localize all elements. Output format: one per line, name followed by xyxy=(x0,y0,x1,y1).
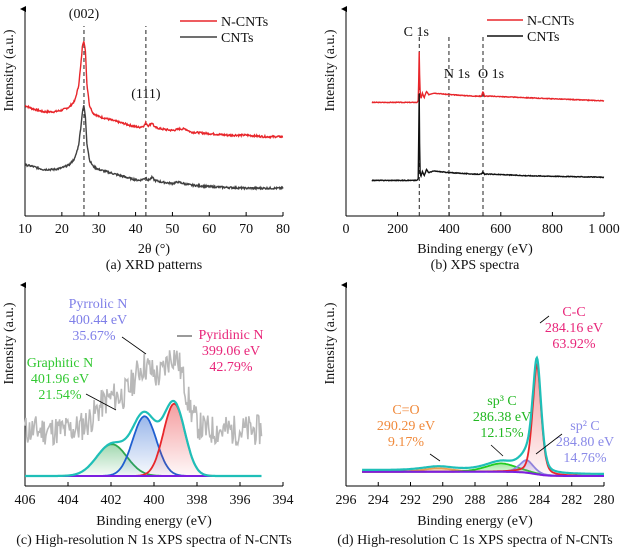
x-tick-label: 288 xyxy=(465,493,486,508)
raw-data-line xyxy=(24,350,263,447)
x-tick-label: 398 xyxy=(187,493,208,508)
legend-label: N-CNTs xyxy=(527,14,574,29)
x-tick-label: 400 xyxy=(439,222,460,237)
series-line-cnts xyxy=(371,93,605,182)
component-label: Pyridinic N xyxy=(199,328,264,343)
x-tick-label: 286 xyxy=(497,493,518,508)
panel-xrd-patterns: 10 20 30 40 50 60 70 80 Intensity (a.u.) 2θ (°)(a… xyxy=(2,6,290,273)
legend-label: N-CNTs xyxy=(221,15,268,30)
legend-label: CNTs xyxy=(527,30,559,45)
x-tick-label: 394 xyxy=(273,493,294,508)
label-leader-line xyxy=(85,393,117,411)
component-fill-sp3-c xyxy=(362,463,604,476)
x-tick-label: 70 xyxy=(239,222,253,237)
label-leader-line xyxy=(429,453,441,462)
x-tick-label: 40 xyxy=(129,222,143,237)
x-tick-label: 800 xyxy=(542,222,563,237)
x-tick-label: 402 xyxy=(101,493,122,508)
x-axis-label: 2θ (°) xyxy=(138,242,170,257)
envelope-line xyxy=(25,399,262,478)
component-label: 400.44 eV xyxy=(69,313,127,328)
panel-caption: (d) High-resolution C 1s XPS spectra of … xyxy=(337,533,613,548)
x-tick-label: 10 xyxy=(18,222,32,237)
x-tick-label: 280 xyxy=(594,493,615,508)
component-label: 42.79% xyxy=(209,360,253,375)
panel-caption: (b) XPS spectra xyxy=(431,258,520,273)
peak-annotation: (002) xyxy=(69,7,100,22)
peak-annotation: N 1s xyxy=(444,67,470,82)
x-tick-label: 400 xyxy=(144,493,165,508)
label-leader-line xyxy=(539,315,550,324)
y-axis-label: Intensity (a.u.) xyxy=(2,29,17,111)
panel-caption: (a) XRD patterns xyxy=(106,258,202,273)
panel-xps-spectra: 0 200 400 600 800 1 000 Intensity (a.u.) Bindin… xyxy=(323,6,620,273)
component-label: 63.92% xyxy=(552,337,596,352)
series-line-n-cnts xyxy=(24,41,284,140)
peak-annotation: (111) xyxy=(131,87,161,102)
component-label: 284.80 eV xyxy=(556,435,614,450)
component-label: sp² C xyxy=(570,419,599,434)
component-fill-pyrrolic-n xyxy=(25,416,262,476)
x-tick-label: 0 xyxy=(343,222,350,237)
component-label: 401.96 eV xyxy=(31,372,89,387)
x-tick-label: 292 xyxy=(400,493,421,508)
x-tick-label: 1 000 xyxy=(588,222,620,237)
background-line xyxy=(362,470,604,477)
component-label: 14.76% xyxy=(563,451,607,466)
label-leader-line xyxy=(535,433,563,455)
x-tick-label: 294 xyxy=(368,493,389,508)
x-tick-label: 406 xyxy=(15,493,36,508)
component-label: sp³ C xyxy=(487,394,516,409)
component-label: 35.67% xyxy=(72,329,116,344)
panel-c1s-spectra: 296 294 292 290 288 286 284 282 280 Intensity (a.… xyxy=(323,282,615,548)
y-axis-label: Intensity (a.u.) xyxy=(323,29,338,111)
x-axis-label: Binding energy (eV) xyxy=(417,514,533,529)
component-label: 284.16 eV xyxy=(545,321,603,336)
peak-annotation: O 1s xyxy=(478,67,504,82)
x-tick-label: 282 xyxy=(561,493,582,508)
x-tick-label: 404 xyxy=(58,493,79,508)
y-axis-label: Intensity (a.u.) xyxy=(323,302,338,384)
component-label: Pyrrolic N xyxy=(69,297,128,312)
x-tick-label: 296 xyxy=(336,493,357,508)
label-leader-line xyxy=(121,336,147,355)
label-leader-line xyxy=(490,444,504,457)
x-tick-label: 20 xyxy=(55,222,69,237)
component-label: 12.15% xyxy=(480,426,524,441)
panel-caption: (c) High-resolution N 1s XPS spectra of … xyxy=(16,533,291,548)
series-line-cnts xyxy=(24,105,284,191)
component-label: 399.06 eV xyxy=(202,344,260,359)
component-label: 286.38 eV xyxy=(473,410,531,425)
x-tick-label: 200 xyxy=(387,222,408,237)
peak-annotation: C 1s xyxy=(404,25,429,40)
component-label: 21.54% xyxy=(38,388,82,403)
envelope-line xyxy=(362,355,604,475)
x-tick-label: 60 xyxy=(202,222,216,237)
component-label: 9.17% xyxy=(388,435,425,450)
component-label: C=O xyxy=(392,403,419,418)
x-tick-label: 290 xyxy=(432,493,453,508)
x-tick-label: 50 xyxy=(165,222,179,237)
component-label: 290.29 eV xyxy=(377,419,435,434)
x-tick-label: 396 xyxy=(230,493,251,508)
legend-label: CNTs xyxy=(221,31,253,46)
series-line-n-cnts xyxy=(371,51,605,104)
component-label: Graphitic N xyxy=(27,356,93,371)
x-tick-label: 284 xyxy=(529,493,550,508)
x-tick-label: 600 xyxy=(490,222,511,237)
panel-n1s-spectra: 406 404 402 400 398 396 394 Intensity (a.u.) Bin… xyxy=(2,282,294,548)
x-axis-label: Binding energy (eV) xyxy=(96,514,212,529)
y-axis-label: Intensity (a.u.) xyxy=(2,302,17,384)
component-label: C-C xyxy=(562,305,585,320)
x-tick-label: 30 xyxy=(92,222,106,237)
x-tick-label: 80 xyxy=(276,222,290,237)
x-axis-label: Binding energy (eV) xyxy=(417,242,533,257)
